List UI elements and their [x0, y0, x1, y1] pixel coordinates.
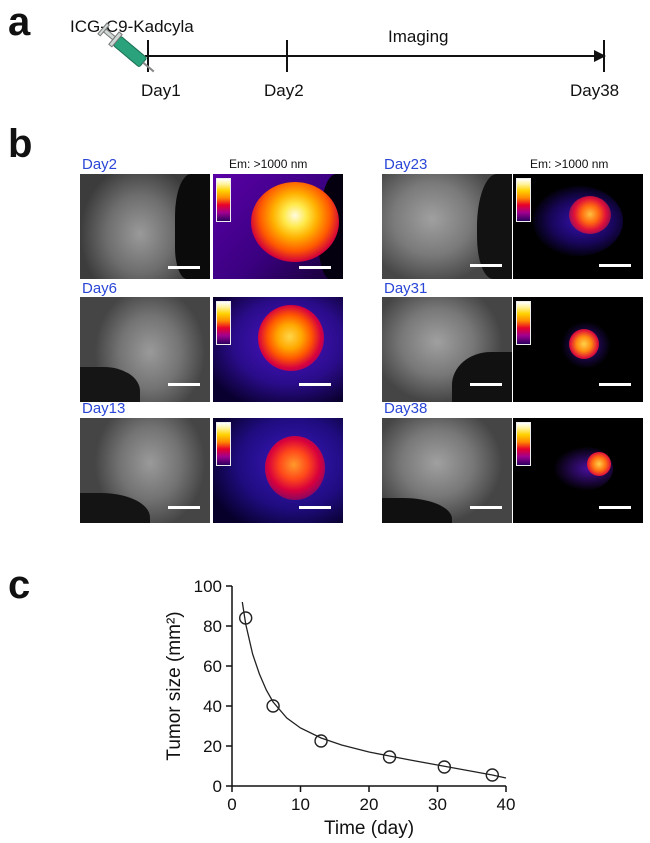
day-label: Day13: [82, 400, 126, 417]
x-tick-label: 30: [428, 795, 447, 814]
x-axis-label: Time (day): [324, 818, 414, 839]
intensity-colorbar: [516, 301, 531, 345]
intensity-colorbar: [216, 178, 231, 222]
fluorescence-image: [213, 418, 343, 523]
scale-bar: [599, 506, 631, 509]
brightfield-image: [80, 174, 210, 279]
intensity-colorbar: [216, 422, 231, 466]
syringe-icon: [97, 22, 155, 73]
data-point: [314, 734, 328, 748]
brightfield-image: [382, 297, 512, 402]
brightfield-image: [382, 418, 512, 523]
x-tick-label: 20: [360, 795, 379, 814]
fluorescence-image: [513, 174, 643, 279]
intensity-colorbar: [216, 301, 231, 345]
intensity-colorbar: [516, 422, 531, 466]
tumor-size-chart: 0 20 40 60 80 100 0 10 20 30 40 Time (day) Tumor siz…: [164, 577, 516, 839]
timeline-day-label: Day2: [264, 81, 304, 100]
scale-bar: [470, 383, 502, 386]
data-point: [382, 750, 397, 764]
brightfield-image: [382, 174, 512, 279]
scale-bar: [599, 383, 631, 386]
timeline-axis: [97, 22, 606, 73]
scale-bar: [470, 506, 502, 509]
scale-bar: [168, 383, 200, 386]
intensity-colorbar: [516, 178, 531, 222]
day-label: Day38: [384, 400, 428, 417]
scale-bar: [299, 506, 331, 509]
scale-bar: [599, 264, 631, 267]
y-tick-label: 40: [203, 697, 222, 716]
timeline-arrowhead: [594, 50, 606, 62]
data-point: [266, 699, 280, 713]
scale-bar: [299, 266, 331, 269]
scale-bar: [299, 383, 331, 386]
x-tick-label: 10: [291, 795, 310, 814]
brightfield-image: [80, 418, 210, 523]
day-label: Day23: [384, 156, 428, 173]
scale-bar: [470, 264, 502, 267]
panel-label-a: a: [8, 0, 31, 44]
imaging-label: Imaging: [388, 27, 449, 46]
timeline-day-label: Day38: [570, 81, 620, 100]
fluorescence-image: [513, 297, 643, 402]
panel-label-b: b: [8, 122, 33, 166]
data-point: [238, 611, 253, 625]
fluorescence-image: [213, 174, 343, 279]
scale-bar: [168, 266, 200, 269]
brightfield-image: [80, 297, 210, 402]
fluorescence-image: [213, 297, 343, 402]
y-tick-label: 0: [213, 777, 222, 796]
scale-bar: [168, 506, 200, 509]
y-tick-label: 100: [194, 577, 222, 596]
x-tick-label: 40: [497, 795, 516, 814]
emission-label: Em: >1000 nm: [530, 157, 609, 171]
x-tick-label: 0: [227, 795, 236, 814]
day-label: Day31: [384, 280, 428, 297]
data-point: [485, 768, 499, 782]
emission-label: Em: >1000 nm: [229, 157, 308, 171]
day-label: Day2: [82, 156, 118, 173]
fluorescence-image: [513, 418, 643, 523]
panel-label-c: c: [8, 563, 31, 607]
data-point: [437, 760, 452, 774]
y-axis-label: Tumor size (mm²): [164, 611, 185, 760]
timeline-day-label: Day1: [141, 81, 181, 100]
y-tick-label: 60: [203, 657, 222, 676]
fit-curve: [241, 601, 507, 779]
y-tick-label: 80: [203, 617, 222, 636]
y-tick-label: 20: [203, 737, 222, 756]
day-label: Day6: [82, 280, 118, 297]
